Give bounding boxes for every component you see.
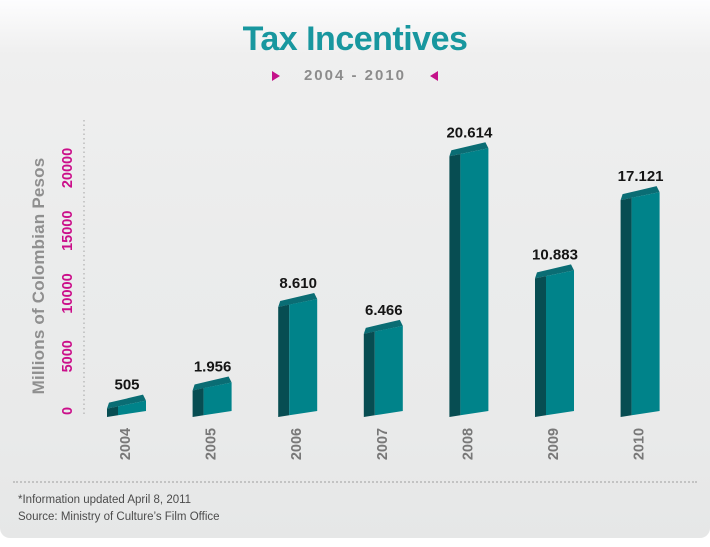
bar-value-label: 6.466	[365, 302, 403, 319]
bar-front-face	[460, 148, 489, 416]
bar-value-label: 20.614	[446, 124, 493, 141]
bar-value-label: 17.121	[618, 168, 664, 185]
x-tick-label: 2006	[289, 428, 305, 460]
y-tick-label: 0	[60, 407, 76, 415]
bar-front-face	[374, 325, 403, 416]
chart-subtitle: 2004 - 2010	[303, 67, 407, 84]
bar-side-face	[449, 153, 461, 417]
footer: *Information updated April 8, 2011 Sourc…	[13, 481, 697, 526]
bar-2009	[535, 264, 574, 417]
bar-top-face	[192, 376, 232, 391]
bar-top-face	[107, 394, 146, 409]
footnote: *Information updated April 8, 2011	[18, 494, 192, 506]
bar-value-label: 1.956	[194, 358, 232, 375]
bar-top-face	[278, 292, 318, 307]
bar-value-label: 505	[114, 377, 139, 394]
bar-front-face	[289, 298, 318, 416]
bar-value-label: 8.610	[279, 275, 317, 292]
y-tick-label: 5000	[60, 340, 76, 372]
y-tick-label: 10000	[60, 273, 76, 313]
bar-2008	[449, 142, 489, 417]
bar-top-face	[535, 264, 574, 279]
arrow-right-icon	[272, 71, 280, 81]
bar-top-face	[449, 142, 489, 157]
bar-front-face	[546, 270, 574, 416]
chart-title: Tax Incentives	[242, 20, 468, 58]
x-tick-label: 2007	[375, 428, 391, 460]
bar-front-face	[118, 400, 146, 416]
bar-side-face	[620, 197, 632, 417]
bar-front-face	[631, 192, 660, 416]
bar-side-face	[535, 276, 546, 417]
bar-top-face	[363, 319, 403, 334]
bar-2010	[620, 186, 660, 417]
y-tick-label: 15000	[60, 211, 76, 251]
bar-side-face	[278, 304, 290, 417]
bar-top-face	[620, 186, 660, 201]
bar-side-face	[107, 406, 118, 417]
arrow-left-icon	[430, 71, 438, 81]
bar-2005	[192, 376, 232, 417]
bar-front-face	[203, 382, 232, 416]
bar-side-face	[363, 331, 375, 417]
y-tick-label: 20000	[60, 148, 76, 188]
x-tick-label: 2004	[118, 428, 134, 460]
x-tick-label: 2010	[632, 428, 648, 460]
x-tick-label: 2009	[546, 428, 562, 460]
bar-2004	[107, 394, 146, 417]
bar-2007	[363, 319, 403, 417]
bar-side-face	[192, 388, 204, 417]
bar-value-label: 10.883	[532, 246, 578, 263]
bar-2006	[278, 292, 318, 417]
x-tick-label: 2008	[460, 428, 476, 460]
x-tick-label: 2005	[204, 428, 220, 460]
source-note: Source: Ministry of Culture’s Film Offic…	[18, 511, 220, 523]
